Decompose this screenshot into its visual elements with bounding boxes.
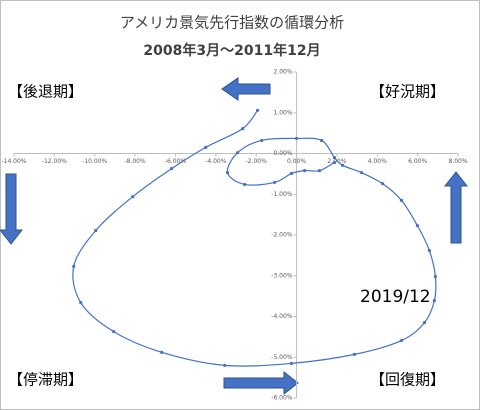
y-tick-label: -1.00% [271,191,293,198]
chart-subtitle: 2008年3月～2011年12月 [143,42,320,59]
data-point [332,155,337,160]
x-tick-label: 0.00% [287,158,306,165]
x-tick-label: -6.00% [165,158,187,165]
y-tick-label: 0.00% [273,150,292,157]
data-point [236,151,240,155]
y-tick-label: 1.00% [273,109,292,116]
data-point [94,228,98,233]
data-point [170,166,174,171]
data-point [340,163,345,167]
data-point [289,171,294,176]
data-point [204,145,208,149]
data-point [131,195,135,199]
annotation: 2019/12 [360,287,431,307]
y-tick-label: -6.00% [271,395,293,402]
data-point [241,127,245,131]
arrow-left [221,77,271,101]
data-point [260,138,264,143]
data-point [272,180,277,185]
data-point [399,198,404,202]
data-point [112,329,116,334]
arrows [0,77,469,396]
quadrant-label: 【回復期】 [370,371,445,389]
arrow-right [223,370,299,396]
data-point [415,224,420,228]
x-tick-label: 8.00% [448,158,467,165]
chart-title: アメリカ景気先行指数の循環分析 [120,14,344,32]
data-point [303,169,307,173]
data-point [319,138,324,143]
data-point [427,248,431,253]
quadrant-label: 【後退期】 [8,83,83,101]
data-point [317,169,322,173]
x-tick-label: -14.00% [1,158,26,165]
data-point [243,182,247,187]
data-point [332,160,337,165]
y-tick-label: -5.00% [271,354,293,361]
x-tick-label: -12.00% [42,158,67,165]
arrow-up [443,171,469,244]
x-tick-label: -2.00% [246,158,268,165]
x-tick-label: -10.00% [82,158,107,165]
data-point [422,321,427,325]
data-point [294,136,299,141]
data-point [432,299,436,303]
x-tick-label: -8.00% [124,158,146,165]
y-tick-label: -2.00% [271,232,293,239]
quadrant-label: 【停滞期】 [8,371,83,389]
data-point [79,301,83,305]
data-point [433,274,437,279]
y-tick-label: -4.00% [271,313,293,320]
x-tick-label: -4.00% [205,158,227,165]
data-point [289,361,294,365]
quadrant-label: 【好況期】 [370,83,445,101]
data-point [223,363,227,367]
x-tick-label: 4.00% [368,158,387,165]
data-point [160,350,164,354]
data-point [399,338,404,343]
data-point [255,108,260,112]
arrow-down [0,173,24,245]
y-tick-label: -3.00% [271,272,293,279]
data-point [352,352,357,356]
data-point [380,182,385,186]
data-point [72,264,76,268]
y-tick-label: 2.00% [273,69,292,76]
data-point [359,171,364,175]
data-point [225,171,230,175]
x-tick-label: 6.00% [408,158,427,165]
